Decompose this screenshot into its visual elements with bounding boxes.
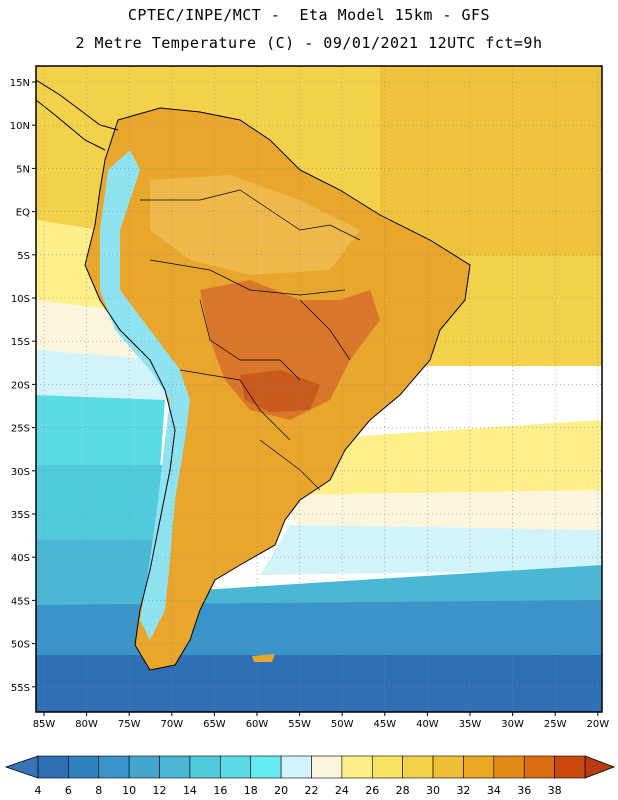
lat-label: 40S: [11, 553, 30, 564]
lon-label: 65W: [203, 719, 226, 730]
lon-label: 35W: [459, 719, 482, 730]
lat-label: 20S: [11, 380, 30, 391]
colorbar-swatch: [554, 755, 586, 779]
colorbar-low-arrow: [4, 755, 39, 779]
lon-label: 70W: [160, 719, 183, 730]
lat-label: 5N: [16, 164, 30, 175]
lat-label: 50S: [11, 640, 30, 651]
ocean-band-south-cyan: [36, 465, 166, 545]
ocean-band-pacific-lightblue: [36, 350, 170, 410]
colorbar-label: 36: [517, 784, 531, 797]
colorbar-label: 26: [365, 784, 379, 797]
lat-label: 35S: [11, 510, 30, 521]
colorbar-label: 28: [396, 784, 410, 797]
colorbar-swatch: [68, 755, 100, 779]
central-america-coast: [36, 79, 119, 151]
colorbar-label: 14: [183, 784, 197, 797]
colorbar-swatch: [128, 755, 160, 779]
ocean-band-atlantic-yellow: [280, 420, 602, 500]
andes-cold-strip: [100, 150, 190, 640]
ocean-band-pacific-cyan: [36, 395, 165, 470]
lon-label: 45W: [373, 719, 396, 730]
lat-label: 30S: [11, 467, 30, 478]
colorbar-label: 32: [456, 784, 470, 797]
colorbar: 4 6 8 10 12 14 16 18 20 22 24 26 28 30 32 34 36 38: [4, 755, 616, 797]
lon-label: 85W: [33, 719, 56, 730]
map-field: [36, 66, 602, 712]
colorbar-label: 10: [122, 784, 136, 797]
colorbar-label: 24: [335, 784, 349, 797]
lon-label: 60W: [246, 719, 269, 730]
lon-label: 25W: [544, 719, 567, 730]
lon-label: 30W: [501, 719, 524, 730]
colorbar-label: 4: [35, 784, 42, 797]
ocean-band-south-blue: [36, 600, 602, 660]
colorbar-swatch: [37, 755, 69, 779]
colorbar-swatch: [159, 755, 191, 779]
ocean-band-atlantic-lightblue: [260, 525, 602, 575]
lon-label: 75W: [118, 719, 141, 730]
coastline: [84, 107, 471, 671]
lat-label: 5S: [17, 251, 30, 262]
falklands-islands: [252, 654, 275, 662]
colorbar-label: 34: [487, 784, 501, 797]
colorbar-label: 30: [426, 784, 440, 797]
country-borders: [140, 189, 361, 491]
colorbar-swatch: [341, 755, 373, 779]
colorbar-swatch: [493, 755, 525, 779]
lat-label: 55S: [11, 683, 30, 694]
lat-label: 10S: [11, 294, 30, 305]
hottest-core-region: [240, 370, 320, 412]
map-title-line1: CPTEC/INPE/MCT - Eta Model 15km - GFS: [127, 6, 491, 24]
lat-label: 25S: [11, 424, 30, 435]
colorbar-label: 20: [274, 784, 288, 797]
colorbar-label: 16: [213, 784, 227, 797]
map-title-line2: 2 Metre Temperature (C) - 09/01/2021 12U…: [75, 34, 543, 52]
lon-label: 20W: [586, 719, 609, 730]
colorbar-label: 38: [548, 784, 562, 797]
ocean-band-polar: [36, 655, 602, 712]
colorbar-swatch: [311, 755, 343, 779]
colorbar-label: 18: [244, 784, 258, 797]
lat-label: 15S: [11, 337, 30, 348]
colorbar-label: 6: [65, 784, 72, 797]
ocean-band-atlantic-warm: [380, 66, 602, 256]
colorbar-swatch: [463, 755, 495, 779]
colorbar-swatch: [523, 755, 555, 779]
colorbar-label: 8: [95, 784, 102, 797]
lon-label: 40W: [416, 719, 439, 730]
lat-label: EQ: [16, 208, 30, 219]
colorbar-swatch: [280, 755, 312, 779]
colorbar-swatch: [98, 755, 130, 779]
lon-label: 55W: [288, 719, 311, 730]
colorbar-swatch: [371, 755, 403, 779]
colorbar-swatch: [402, 755, 434, 779]
colorbar-swatch: [220, 755, 252, 779]
colorbar-label: 22: [305, 784, 319, 797]
colorbar-label: 12: [153, 784, 167, 797]
lon-label: 80W: [75, 719, 98, 730]
colorbar-swatch: [189, 755, 221, 779]
amazon-warm-region: [150, 175, 360, 275]
lat-label: 15N: [10, 78, 30, 89]
lat-label: 45S: [11, 596, 30, 607]
colorbar-high-arrow: [584, 755, 616, 779]
colorbar-swatch: [432, 755, 464, 779]
lat-label: 10N: [10, 121, 30, 132]
lon-label: 50W: [331, 719, 354, 730]
map-frame: [35, 65, 603, 713]
colorbar-swatch: [250, 755, 282, 779]
